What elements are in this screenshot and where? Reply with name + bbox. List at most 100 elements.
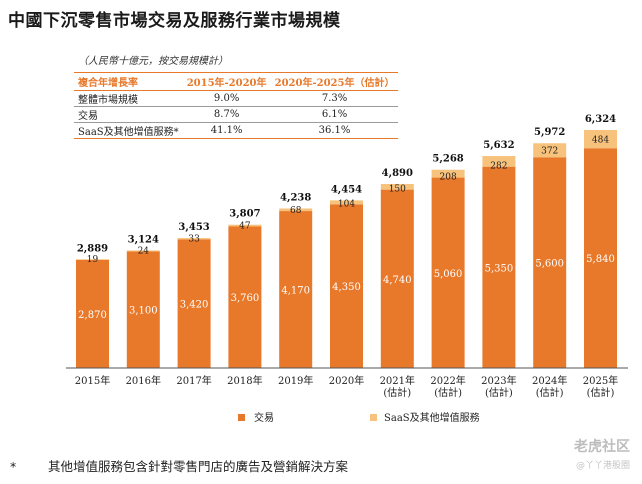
bar-saas bbox=[279, 208, 313, 212]
x-tick-label: 2018年 bbox=[227, 374, 262, 387]
data-label-transaction: 2,870 bbox=[78, 310, 107, 321]
data-label-saas: 19 bbox=[87, 255, 99, 265]
x-tick-label: 2020年 bbox=[329, 374, 364, 387]
bar-transaction bbox=[584, 148, 617, 368]
bar-saas bbox=[126, 250, 160, 252]
data-label-total: 4,238 bbox=[280, 193, 311, 204]
data-label-saas: 150 bbox=[389, 185, 406, 195]
data-label-transaction: 5,350 bbox=[485, 263, 514, 274]
data-label-transaction: 3,100 bbox=[129, 306, 158, 317]
data-label-total: 5,268 bbox=[432, 154, 463, 165]
cagr-row: 整體市場規模 9.0% 7.3% bbox=[74, 90, 399, 107]
data-label-transaction: 4,170 bbox=[281, 286, 310, 297]
cagr-row: 交易 8.7% 6.1% bbox=[74, 106, 399, 123]
data-label-total: 3,453 bbox=[178, 222, 209, 233]
x-tick-label: 2021年 bbox=[380, 374, 415, 387]
data-label-total: 5,632 bbox=[483, 140, 514, 151]
bar-saas bbox=[177, 238, 211, 240]
cagr-cell: SaaS及其他增值服務* bbox=[74, 122, 183, 139]
cagr-row: SaaS及其他增值服務* 41.1% 36.1% bbox=[74, 122, 399, 139]
watermark-sub: @丫丫港股圈 bbox=[575, 461, 630, 471]
cagr-table: 複合年增長率 2015年-2020年 2020年-2025年（估計） 整體市場規… bbox=[74, 72, 399, 139]
unit-note: （人民幣十億元，按交易規模計） bbox=[78, 56, 228, 67]
data-label-transaction: 4,350 bbox=[332, 282, 361, 293]
data-label-transaction: 5,060 bbox=[434, 269, 463, 280]
cagr-cell: 9.0% bbox=[182, 90, 271, 107]
data-label-total: 4,454 bbox=[331, 184, 362, 195]
x-tick-label: 2017年 bbox=[176, 374, 211, 387]
data-label-transaction: 3,760 bbox=[231, 293, 260, 304]
x-tick-label: (估計) bbox=[485, 386, 513, 399]
x-tick-label: 2025年 bbox=[583, 374, 618, 387]
bar-transaction bbox=[177, 239, 211, 368]
data-label-total: 5,972 bbox=[534, 127, 565, 138]
data-label-transaction: 5,840 bbox=[586, 254, 615, 265]
data-label-saas: 104 bbox=[338, 199, 355, 209]
data-label-saas: 47 bbox=[239, 221, 251, 231]
bar-transaction bbox=[76, 259, 109, 368]
data-label-saas: 68 bbox=[290, 206, 302, 216]
x-tick-label: 2023年 bbox=[481, 374, 516, 387]
cagr-cell: 8.7% bbox=[182, 106, 271, 123]
x-tick-label: (估計) bbox=[587, 386, 615, 399]
cagr-cell: 41.1% bbox=[182, 122, 271, 139]
data-label-transaction: 3,420 bbox=[180, 300, 209, 311]
legend-swatch-transaction bbox=[238, 414, 245, 421]
bar-saas bbox=[380, 183, 414, 190]
bar-saas bbox=[431, 169, 465, 178]
data-label-saas: 372 bbox=[541, 147, 558, 157]
data-label-transaction: 5,600 bbox=[535, 259, 564, 270]
x-tick-label: 2016年 bbox=[126, 374, 161, 387]
chart-title: 中國下沉零售市場交易及服務行業市場規模 bbox=[8, 11, 341, 31]
bar-saas bbox=[76, 259, 109, 260]
cagr-cell: 交易 bbox=[74, 106, 183, 123]
bar-transaction bbox=[228, 226, 262, 368]
bar-saas bbox=[330, 200, 363, 205]
footnote: * 其他增值服務包含針對零售門店的廣告及營銷解決方案 bbox=[10, 456, 348, 475]
data-label-total: 3,807 bbox=[229, 209, 260, 220]
legend-swatch-saas bbox=[370, 414, 377, 421]
data-label-saas: 24 bbox=[138, 246, 150, 256]
stacked-bar-chart: 2,870 192,889 2015年 3,100 243,124 2016年 3,420 3… bbox=[66, 114, 628, 424]
bar-transaction bbox=[126, 251, 160, 368]
data-label-total: 3,124 bbox=[128, 234, 159, 245]
footnote-text: 其他增值服務包含針對零售門店的廣告及營銷解決方案 bbox=[48, 459, 349, 474]
cagr-cell: 6.1% bbox=[270, 106, 399, 123]
x-tick-label: 2015年 bbox=[75, 374, 110, 387]
cagr-cell: 7.3% bbox=[270, 90, 399, 107]
legend-label-saas: SaaS及其他增值服務 bbox=[384, 411, 480, 424]
x-tick-label: 2019年 bbox=[278, 374, 313, 387]
data-label-total: 2,889 bbox=[77, 243, 108, 254]
legend-label-transaction: 交易 bbox=[254, 411, 274, 424]
bar-transaction bbox=[330, 204, 363, 368]
bar-transaction bbox=[431, 177, 465, 368]
data-label-saas: 484 bbox=[592, 136, 609, 146]
cagr-cell: 整體市場規模 bbox=[74, 90, 183, 107]
bar-saas bbox=[482, 156, 516, 167]
bar-transaction bbox=[380, 189, 414, 368]
x-tick-label: 2022年 bbox=[430, 374, 465, 387]
bar-saas bbox=[584, 130, 617, 149]
data-label-transaction: 4,740 bbox=[383, 275, 412, 286]
data-label-total: 4,890 bbox=[382, 168, 413, 179]
bar-saas bbox=[533, 143, 567, 158]
x-tick-label: (估計) bbox=[536, 386, 564, 399]
x-tick-label: 2024年 bbox=[532, 374, 567, 387]
data-label-saas: 282 bbox=[490, 162, 507, 172]
bar-transaction bbox=[533, 157, 567, 368]
x-tick-label: (估計) bbox=[434, 386, 462, 399]
bar-transaction bbox=[279, 211, 313, 368]
data-label-saas: 33 bbox=[188, 234, 200, 244]
watermark: 老虎社区 bbox=[574, 439, 630, 455]
data-label-saas: 208 bbox=[440, 173, 457, 183]
footnote-marker: * bbox=[10, 459, 17, 474]
cagr-header: 複合年增長率 bbox=[74, 72, 183, 91]
bar-transaction bbox=[482, 166, 516, 368]
cagr-cell: 36.1% bbox=[270, 122, 399, 139]
cagr-header: 2015年-2020年 bbox=[182, 72, 271, 91]
data-label-total: 6,324 bbox=[585, 114, 616, 125]
bar-saas bbox=[228, 224, 262, 227]
cagr-header: 2020年-2025年（估計） bbox=[270, 72, 399, 91]
x-tick-label: (估計) bbox=[383, 386, 411, 399]
cagr-header-row: 複合年增長率 2015年-2020年 2020年-2025年（估計） bbox=[74, 72, 399, 91]
